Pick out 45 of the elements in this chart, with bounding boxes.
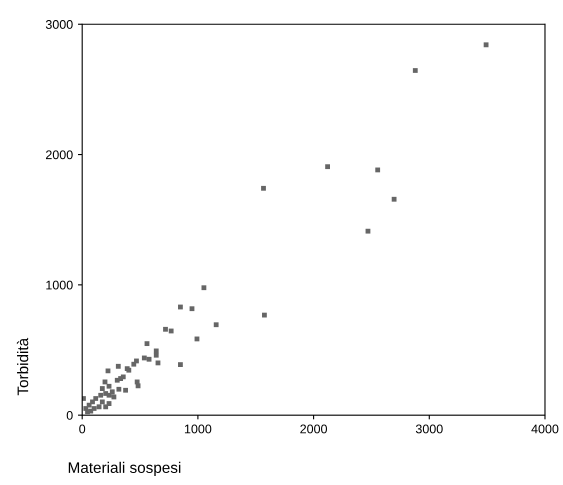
point (392, 196, 397, 202)
y-tick-label: 1000 (46, 280, 73, 290)
point (106, 368, 110, 374)
point (123, 388, 128, 393)
y-tick-label: 0 (66, 410, 73, 420)
point (163, 326, 168, 332)
point (106, 384, 112, 389)
point (100, 386, 105, 391)
point (111, 394, 116, 400)
point (85, 409, 90, 414)
y-tick-label: 2000 (46, 150, 73, 160)
point (178, 362, 183, 368)
point (136, 383, 140, 388)
point (325, 164, 330, 170)
point (120, 374, 126, 380)
y-tick-label: 3000 (46, 20, 73, 29)
point (146, 356, 152, 362)
point (178, 304, 183, 310)
point (375, 168, 380, 172)
point (142, 356, 147, 360)
x-tick-label: 0 (79, 424, 86, 434)
point (96, 404, 102, 410)
y-axis-title: Torbidità (16, 338, 28, 396)
x-axis-title: Materiali sospesi (68, 462, 180, 476)
x-tick-label: 2000 (300, 424, 328, 434)
point (156, 360, 160, 366)
point (106, 392, 112, 398)
point (412, 68, 418, 73)
x-tick-label: 3000 (416, 424, 443, 434)
x-tick-label: 1000 (184, 424, 212, 434)
point (484, 42, 488, 48)
point (190, 306, 194, 312)
point (202, 285, 206, 290)
x-tick-label: 4000 (531, 424, 558, 434)
point (100, 399, 105, 404)
point (366, 228, 370, 234)
point (194, 336, 200, 342)
point (144, 341, 150, 346)
point (261, 186, 266, 191)
point (262, 312, 267, 318)
point (168, 328, 174, 334)
point (102, 380, 108, 384)
point (116, 386, 122, 392)
point (106, 401, 112, 406)
point (86, 402, 92, 408)
